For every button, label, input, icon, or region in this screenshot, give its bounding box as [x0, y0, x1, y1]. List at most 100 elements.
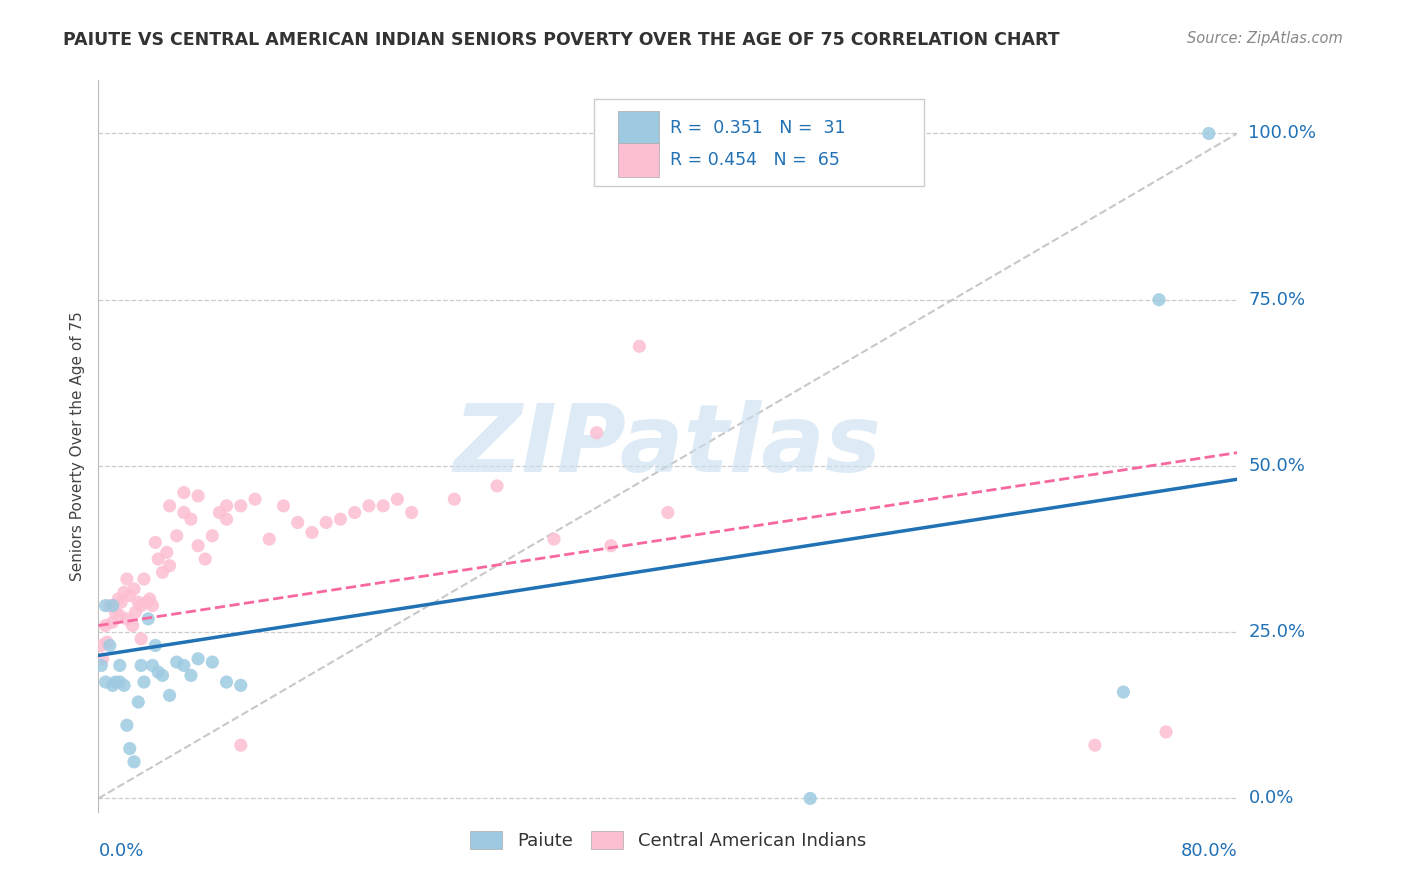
- Point: [145, 535, 167, 549]
- Point: [91, 652, 114, 666]
- Point: [259, 532, 281, 546]
- FancyBboxPatch shape: [617, 144, 659, 177]
- Point: [1198, 127, 1220, 141]
- Point: [187, 489, 209, 503]
- Point: [187, 539, 209, 553]
- Point: [173, 658, 195, 673]
- Point: [127, 695, 149, 709]
- Point: [443, 492, 465, 507]
- Point: [108, 675, 131, 690]
- Point: [136, 612, 159, 626]
- Point: [110, 595, 132, 609]
- Point: [101, 615, 124, 630]
- Point: [1112, 685, 1135, 699]
- Point: [132, 572, 155, 586]
- Point: [315, 516, 337, 530]
- Point: [159, 558, 181, 573]
- Text: 80.0%: 80.0%: [1181, 842, 1237, 860]
- Point: [543, 532, 565, 546]
- Point: [329, 512, 352, 526]
- Point: [301, 525, 323, 540]
- Point: [96, 635, 118, 649]
- Point: [273, 499, 295, 513]
- Point: [101, 599, 124, 613]
- Point: [180, 512, 202, 526]
- Point: [108, 658, 131, 673]
- Point: [115, 572, 138, 586]
- Point: [156, 545, 179, 559]
- Point: [387, 492, 409, 507]
- Point: [628, 339, 651, 353]
- Point: [159, 499, 181, 513]
- Point: [98, 599, 121, 613]
- Point: [122, 582, 145, 596]
- Point: [201, 655, 224, 669]
- Point: [657, 506, 679, 520]
- Text: 0.0%: 0.0%: [98, 842, 143, 860]
- Point: [94, 675, 117, 690]
- Point: [173, 506, 195, 520]
- Point: [799, 791, 821, 805]
- Point: [129, 658, 152, 673]
- Point: [401, 506, 423, 520]
- Text: PAIUTE VS CENTRAL AMERICAN INDIAN SENIORS POVERTY OVER THE AGE OF 75 CORRELATION: PAIUTE VS CENTRAL AMERICAN INDIAN SENIOR…: [63, 31, 1060, 49]
- FancyBboxPatch shape: [593, 99, 924, 186]
- Text: 0.0%: 0.0%: [1249, 789, 1294, 807]
- Text: 75.0%: 75.0%: [1249, 291, 1306, 309]
- Point: [1154, 725, 1177, 739]
- Text: R =  0.351   N =  31: R = 0.351 N = 31: [671, 119, 845, 137]
- Point: [104, 605, 127, 619]
- Point: [118, 589, 141, 603]
- Point: [145, 639, 167, 653]
- Point: [208, 506, 231, 520]
- Point: [127, 595, 149, 609]
- Text: Source: ZipAtlas.com: Source: ZipAtlas.com: [1187, 31, 1343, 46]
- Point: [215, 499, 238, 513]
- Point: [108, 608, 131, 623]
- Point: [159, 689, 181, 703]
- Point: [585, 425, 607, 440]
- Point: [118, 741, 141, 756]
- Point: [180, 668, 202, 682]
- FancyBboxPatch shape: [617, 112, 659, 145]
- Point: [343, 506, 366, 520]
- Point: [1084, 738, 1107, 752]
- Point: [115, 612, 138, 626]
- Point: [132, 675, 155, 690]
- Point: [141, 658, 163, 673]
- Point: [115, 718, 138, 732]
- Point: [215, 512, 238, 526]
- Point: [112, 678, 135, 692]
- Point: [98, 639, 121, 653]
- Point: [101, 678, 124, 692]
- Point: [229, 499, 252, 513]
- Point: [107, 591, 129, 606]
- Point: [94, 618, 117, 632]
- Point: [138, 591, 160, 606]
- Text: 100.0%: 100.0%: [1249, 125, 1316, 143]
- Point: [194, 552, 217, 566]
- Point: [129, 599, 152, 613]
- Text: 25.0%: 25.0%: [1249, 624, 1306, 641]
- Point: [229, 738, 252, 752]
- Point: [373, 499, 395, 513]
- Y-axis label: Seniors Poverty Over the Age of 75: Seniors Poverty Over the Age of 75: [69, 311, 84, 581]
- Point: [148, 552, 170, 566]
- Point: [112, 585, 135, 599]
- Text: 50.0%: 50.0%: [1249, 457, 1305, 475]
- Point: [129, 632, 152, 646]
- Point: [166, 655, 188, 669]
- Text: ZIPatlas: ZIPatlas: [454, 400, 882, 492]
- Point: [243, 492, 266, 507]
- Point: [104, 675, 127, 690]
- Point: [600, 539, 623, 553]
- Point: [166, 529, 188, 543]
- Point: [486, 479, 509, 493]
- Point: [124, 605, 146, 619]
- Point: [287, 516, 309, 530]
- Legend: Paiute, Central American Indians: Paiute, Central American Indians: [463, 823, 873, 857]
- Point: [135, 595, 157, 609]
- Text: R = 0.454   N =  65: R = 0.454 N = 65: [671, 151, 839, 169]
- Point: [357, 499, 380, 513]
- Point: [94, 599, 117, 613]
